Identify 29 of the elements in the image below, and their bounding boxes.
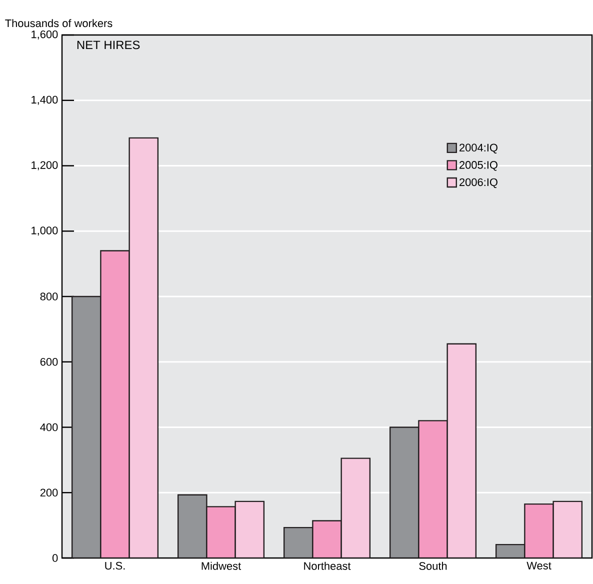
y-tick-label: 1,600 (32, 30, 58, 40)
bar (389, 426, 420, 558)
x-tick-label: Midwest (202, 562, 242, 570)
bar (552, 500, 583, 558)
x-tick-label: U.S. (105, 562, 125, 570)
legend-label: 2004:IQ (460, 144, 498, 154)
y-axis-title: Thousands of workers (5, 19, 112, 28)
legend-label: 2006:IQ (460, 178, 498, 188)
bar (340, 458, 371, 558)
y-tick-label: 1,400 (32, 96, 58, 105)
y-tick-label: 0 (52, 554, 58, 562)
x-tick-label: Northeast (304, 562, 351, 570)
bar (234, 500, 265, 558)
bar (128, 137, 159, 558)
x-tick-label: West (526, 562, 552, 570)
x-tick-label: South (419, 562, 447, 570)
bar (71, 296, 102, 558)
chart-title: NET HIRES (77, 40, 140, 50)
legend-label: 2005:IQ (460, 161, 498, 171)
bar (177, 494, 208, 558)
bar (495, 544, 526, 558)
y-tick-label: 200 (40, 488, 58, 496)
y-tick-label: 1,200 (32, 161, 58, 170)
bar (283, 526, 314, 558)
y-tick-label: 400 (40, 423, 58, 432)
bar (446, 343, 477, 558)
y-tick-label: 600 (40, 358, 58, 366)
y-tick-label: 800 (40, 292, 58, 300)
y-tick-label: 1,000 (32, 226, 58, 236)
